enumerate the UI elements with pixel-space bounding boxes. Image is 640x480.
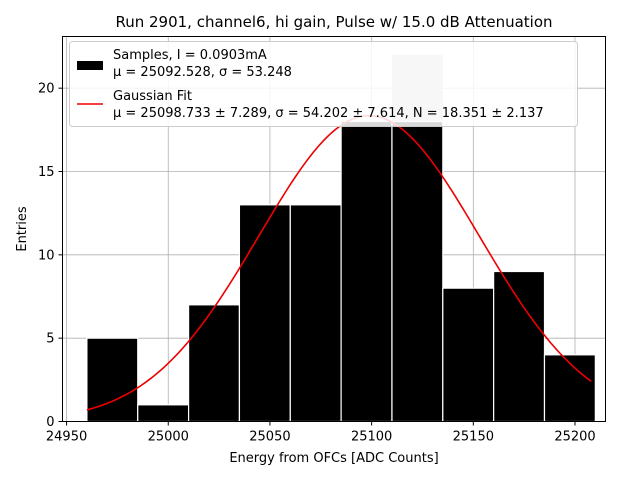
y-axis-label: Entries xyxy=(15,206,30,252)
histogram-bar xyxy=(442,287,495,423)
x-tick-label: 24950 xyxy=(46,430,87,445)
histogram-bar xyxy=(493,270,546,423)
legend-samples-label: Samples, I = 0.0903mA xyxy=(113,48,267,63)
y-tick-label: 10 xyxy=(38,248,55,263)
x-tick-label: 25050 xyxy=(249,430,290,445)
x-tick-label: 25000 xyxy=(148,430,189,445)
legend-fit-label: Gaussian Fit xyxy=(113,89,192,104)
y-tick-label: 15 xyxy=(38,165,55,180)
histogram-bar xyxy=(340,120,393,423)
histogram-bar xyxy=(238,204,291,423)
legend: Samples, I = 0.0903mA μ = 25092.528, σ =… xyxy=(69,41,578,127)
y-tick-label: 0 xyxy=(46,415,54,430)
legend-fit-stats: μ = 25098.733 ± 7.289, σ = 54.202 ± 7.61… xyxy=(113,106,544,121)
histogram-bar xyxy=(86,337,139,423)
chart-title: Run 2901, channel6, hi gain, Pulse w/ 15… xyxy=(115,13,552,31)
histogram-bar xyxy=(137,404,190,423)
y-tick-label: 5 xyxy=(46,332,54,347)
legend-samples-swatch xyxy=(77,61,103,70)
plot-frame xyxy=(62,36,606,422)
x-tick-label: 25100 xyxy=(351,430,392,445)
legend-samples-stats: μ = 25092.528, σ = 53.248 xyxy=(113,65,292,80)
histogram-bar xyxy=(289,204,342,423)
histogram-bar xyxy=(543,354,596,423)
x-tick-label: 25200 xyxy=(554,430,595,445)
x-axis: 24950 25000 25050 25100 25150 25200 xyxy=(46,421,596,445)
legend-box xyxy=(69,41,578,127)
x-tick-label: 25150 xyxy=(453,430,494,445)
histogram-bar xyxy=(187,304,241,423)
histogram-bar-overlap xyxy=(391,120,444,423)
y-tick-label: 20 xyxy=(38,82,55,97)
x-axis-label: Energy from OFCs [ADC Counts] xyxy=(229,451,438,466)
y-axis: 0 5 10 15 20 xyxy=(38,82,63,430)
